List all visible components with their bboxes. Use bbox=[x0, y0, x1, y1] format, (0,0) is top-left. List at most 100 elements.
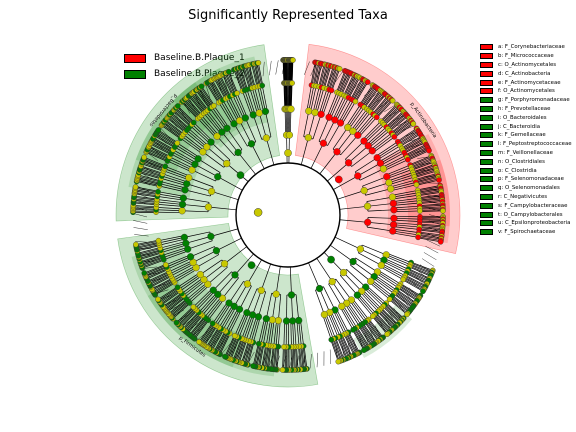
taxon-node bbox=[368, 147, 376, 155]
tree-branch bbox=[224, 335, 235, 357]
tree-branch bbox=[410, 263, 432, 274]
taxon-node bbox=[225, 299, 233, 307]
tree-branch bbox=[382, 106, 399, 123]
tree-branch bbox=[290, 83, 293, 110]
tree-branch bbox=[200, 259, 223, 275]
taxon-node bbox=[349, 257, 357, 266]
tree-branch bbox=[248, 316, 258, 342]
tree-branch bbox=[139, 171, 162, 179]
tree-branch bbox=[150, 276, 172, 288]
tree-branch bbox=[141, 163, 164, 172]
leaf-branch bbox=[426, 239, 440, 247]
tree-branch bbox=[243, 314, 253, 340]
tree-branch bbox=[170, 301, 189, 317]
tree-branch bbox=[334, 309, 347, 334]
taxon-node bbox=[376, 159, 385, 167]
tree-branch bbox=[341, 101, 356, 125]
tree-branch bbox=[201, 295, 220, 316]
taxon-node bbox=[373, 114, 380, 121]
tree-branch bbox=[295, 294, 300, 321]
tree-branch bbox=[166, 117, 186, 133]
tree-branch bbox=[417, 187, 441, 193]
taxon-node bbox=[390, 214, 398, 222]
tree-branch bbox=[191, 318, 207, 337]
tree-branch bbox=[368, 91, 383, 111]
tree-branch bbox=[188, 177, 214, 188]
tree-branch bbox=[136, 242, 159, 248]
tree-branch bbox=[141, 257, 164, 266]
taxon-node bbox=[178, 207, 186, 215]
taxon-node bbox=[133, 241, 139, 248]
taxa-legend-item: i: O_Bacteroidales bbox=[480, 113, 572, 122]
tree-branch bbox=[262, 345, 268, 369]
taxon-node bbox=[141, 270, 148, 276]
tree-branch bbox=[361, 324, 375, 344]
tree-branch bbox=[339, 72, 349, 94]
tree-branch bbox=[217, 332, 229, 354]
tree-branch bbox=[399, 131, 419, 145]
tree-branch bbox=[347, 105, 363, 128]
taxon-node bbox=[349, 127, 357, 135]
taxon-node bbox=[334, 175, 343, 184]
tree-branch bbox=[404, 276, 425, 289]
tree-branch bbox=[159, 185, 185, 193]
tree-branch bbox=[211, 79, 224, 101]
tree-branch bbox=[406, 272, 428, 284]
tree-branch bbox=[382, 306, 400, 323]
tree-branch bbox=[367, 217, 394, 219]
tree-branch bbox=[189, 94, 205, 114]
tree-branch bbox=[194, 289, 214, 309]
tree-branch bbox=[323, 252, 344, 273]
tree-branch bbox=[387, 169, 413, 179]
tree-branch bbox=[332, 339, 342, 361]
tree-branch bbox=[380, 150, 404, 164]
tree-branch bbox=[392, 295, 412, 310]
tree-branch bbox=[419, 206, 443, 209]
taxa-legend-label: i: O_Bacteroidales bbox=[498, 114, 547, 121]
taxon-node bbox=[190, 304, 197, 310]
tree-branch bbox=[156, 209, 183, 212]
tree-branch bbox=[345, 104, 361, 127]
taxa-legend-item: o: C_Clostridia bbox=[480, 166, 572, 175]
tree-branch bbox=[211, 329, 224, 351]
tree-branch bbox=[213, 78, 226, 100]
taxon-node bbox=[188, 166, 196, 174]
tree-branch bbox=[378, 310, 395, 329]
tree-branch bbox=[207, 110, 224, 132]
tree-branch bbox=[165, 295, 184, 311]
taxon-node bbox=[261, 107, 270, 116]
taxon-node bbox=[200, 275, 208, 284]
tree-branch bbox=[401, 135, 422, 149]
taxa-legend-swatch bbox=[480, 220, 493, 227]
tree-branch bbox=[198, 292, 217, 313]
tree-branch bbox=[252, 290, 262, 316]
tree-branch bbox=[137, 245, 160, 252]
taxon-node bbox=[255, 60, 262, 66]
tree-branch bbox=[174, 268, 198, 283]
taxon-node bbox=[234, 90, 240, 97]
tree-branch bbox=[234, 311, 246, 336]
tree-branch bbox=[176, 106, 194, 124]
tree-branch bbox=[344, 74, 355, 96]
tree-branch bbox=[155, 134, 176, 147]
tree-branch bbox=[183, 134, 205, 151]
tree-branch bbox=[273, 320, 277, 347]
tree-branch bbox=[158, 235, 185, 242]
tree-branch bbox=[167, 160, 192, 173]
tree-branch bbox=[235, 339, 244, 362]
tree-branch bbox=[394, 123, 414, 138]
taxon-node bbox=[223, 159, 231, 168]
tree-branch bbox=[332, 95, 345, 120]
tree-branch bbox=[245, 65, 253, 89]
tree-branch bbox=[418, 191, 442, 196]
tree-branch bbox=[338, 99, 352, 123]
tree-branch bbox=[213, 271, 232, 291]
tree-branch bbox=[377, 143, 400, 159]
tree-branch bbox=[217, 76, 229, 98]
tree-branch bbox=[186, 183, 212, 192]
legend-entry-group-1: Baseline.B.Plaque_1 bbox=[124, 50, 245, 66]
tree-branch bbox=[306, 85, 312, 111]
tree-branch bbox=[246, 89, 256, 115]
taxon-node bbox=[207, 138, 215, 146]
tree-branch bbox=[226, 163, 249, 182]
